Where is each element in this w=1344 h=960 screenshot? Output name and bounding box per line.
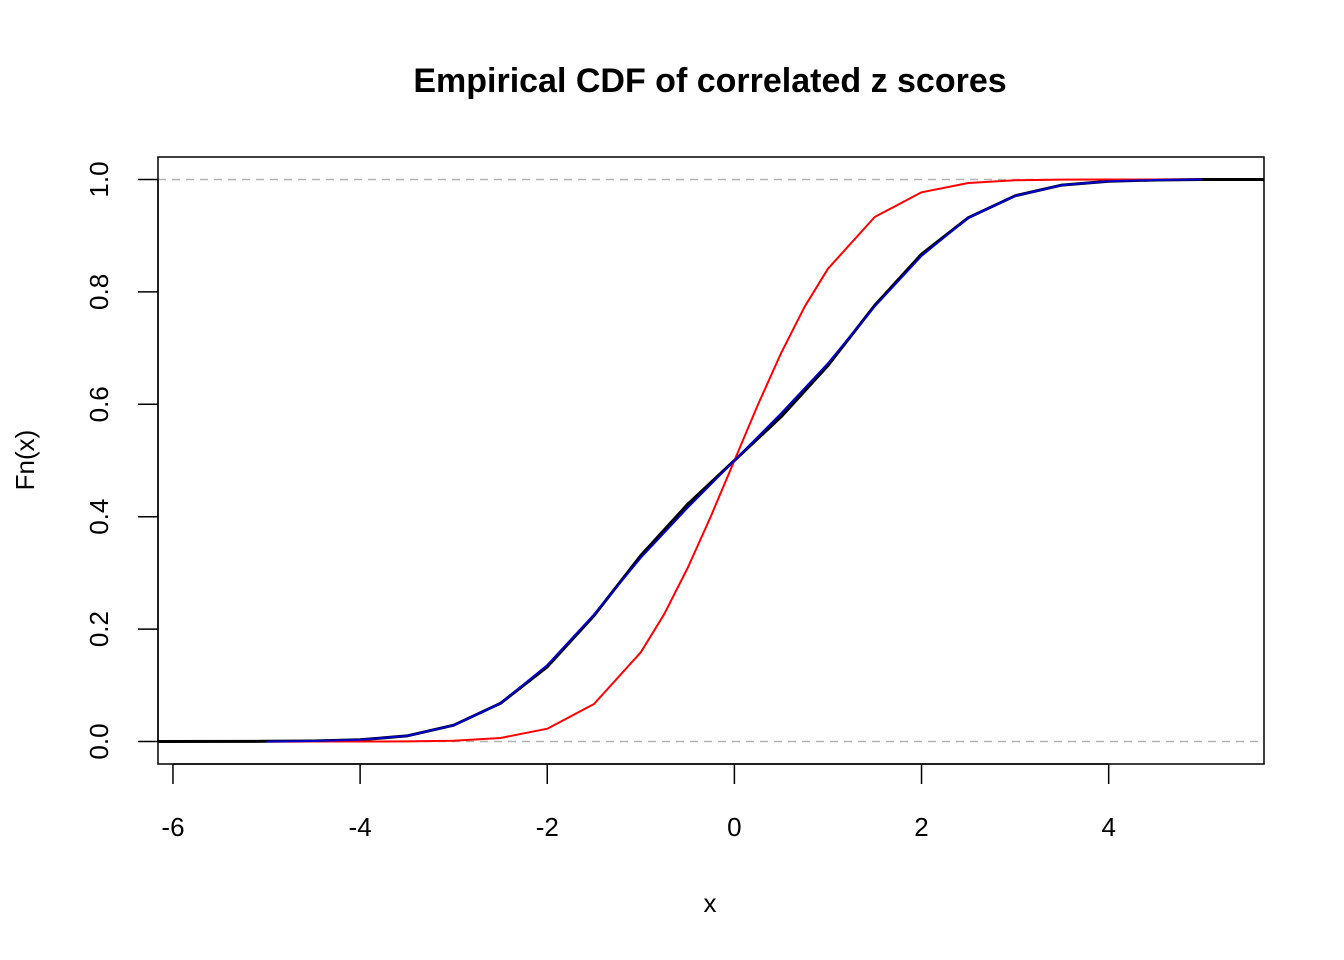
x-tick-label-0: -6	[161, 812, 184, 842]
y-axis-label: Fn(x)	[10, 430, 40, 491]
x-tick-label-1: -4	[349, 812, 372, 842]
x-tick-label-5: 4	[1101, 812, 1115, 842]
y-tick-label-5: 1.0	[84, 161, 114, 197]
y-tick-label-0: 0.0	[84, 723, 114, 759]
x-axis-label: x	[704, 888, 717, 918]
y-tick-label-4: 0.8	[84, 274, 114, 310]
x-tick-label-2: -2	[536, 812, 559, 842]
series-line-2	[266, 178, 1203, 743]
x-axis: -6 -4 -2 0 2 4	[161, 763, 1116, 842]
y-axis: 0.0 0.2 0.4 0.6 0.8 1.0	[84, 161, 159, 760]
y-tick-label-3: 0.6	[84, 386, 114, 422]
x-tick-label-3: 0	[727, 812, 741, 842]
y-tick-label-1: 0.2	[84, 611, 114, 647]
x-tick-label-4: 2	[914, 812, 928, 842]
chart-title: Empirical CDF of correlated z scores	[413, 62, 1006, 100]
y-tick-label-2: 0.4	[84, 499, 114, 535]
series-layer	[157, 178, 1264, 743]
